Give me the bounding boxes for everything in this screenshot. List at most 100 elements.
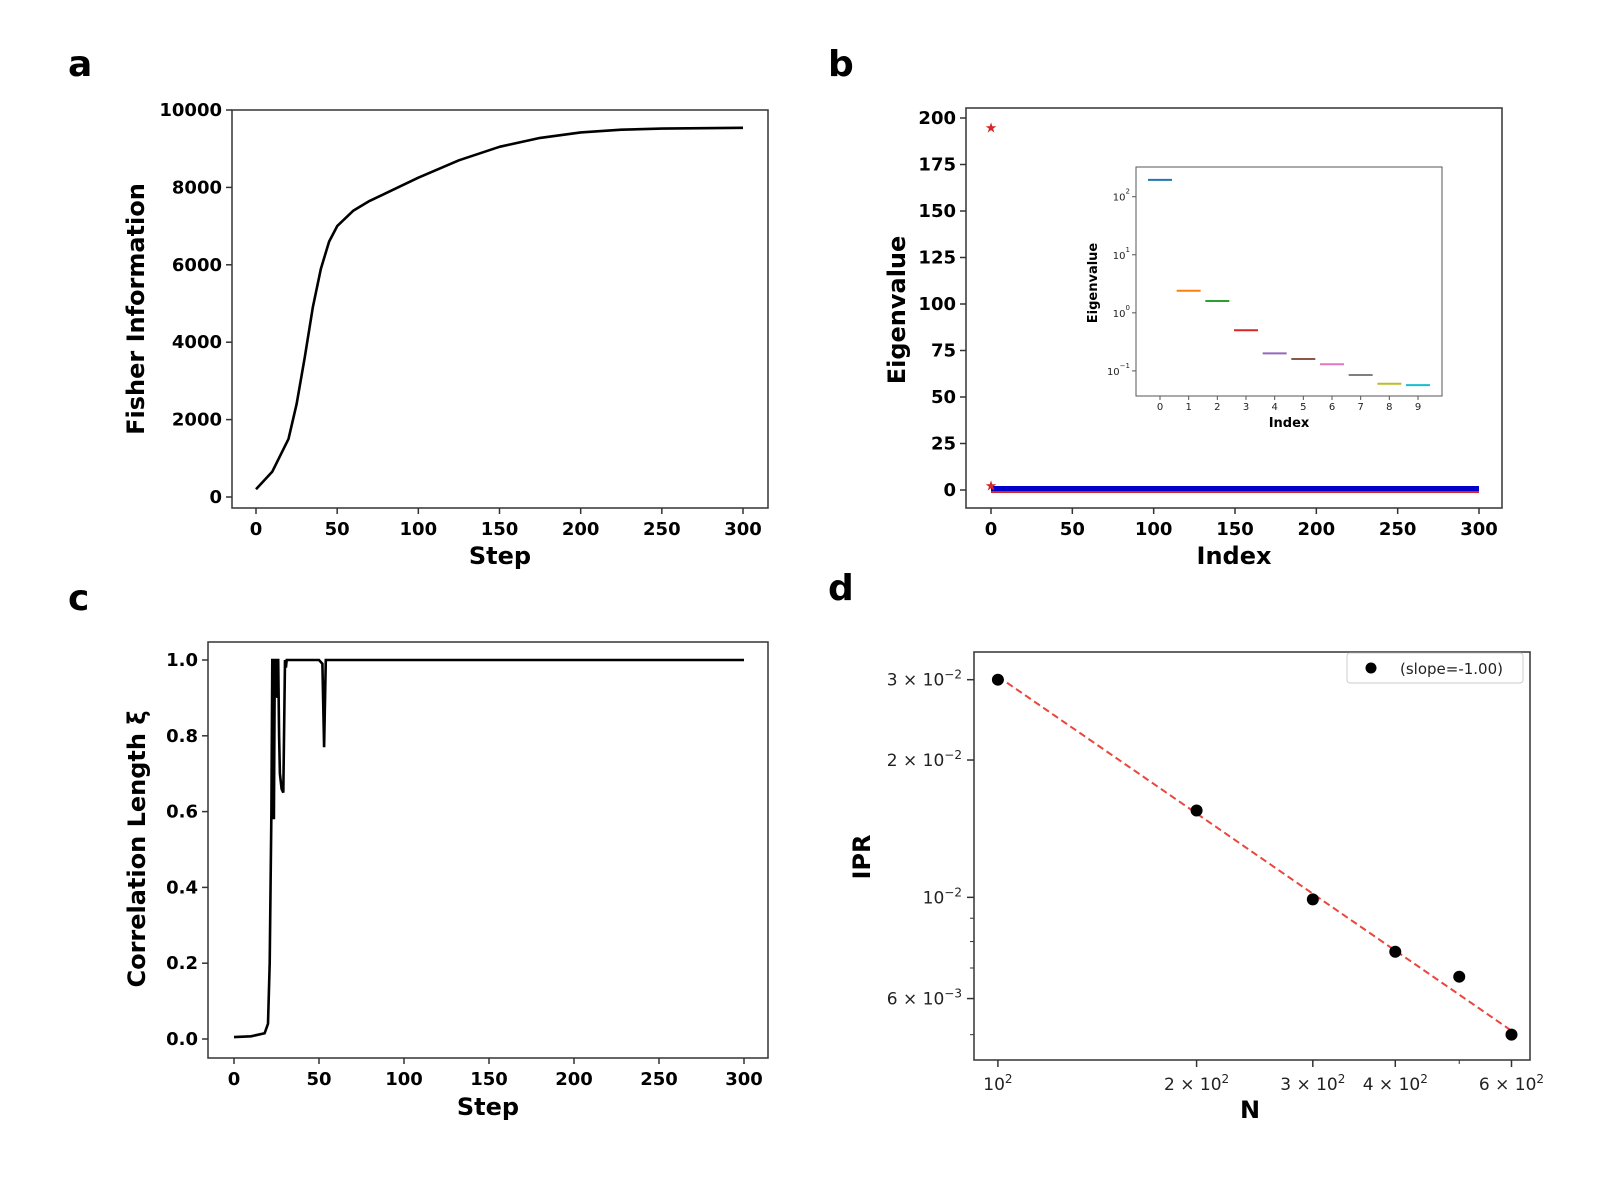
y-axis-label: IPR bbox=[848, 835, 876, 880]
inset-x-tick-label: 5 bbox=[1300, 402, 1306, 413]
correlation-length-line bbox=[233, 658, 744, 1039]
panel-c-correlation-length: 0 50 100 150 200 250 300 0.0 0.2 0.4 0.6 0.8 1.0 Step… bbox=[123, 641, 769, 1121]
panel-letter-c: c bbox=[68, 578, 89, 619]
y-tick-label: 75 bbox=[931, 341, 956, 362]
y-tick-label: 3 × 10−2 bbox=[887, 668, 962, 691]
inset-y-axis-label: Eigenvalue bbox=[1086, 243, 1101, 324]
panel-letter-a: a bbox=[68, 44, 92, 85]
legend: (slope=-1.00) bbox=[1346, 652, 1524, 684]
y-tick-label: 50 bbox=[931, 387, 956, 408]
x-tick-label: 2 × 102 bbox=[1164, 1072, 1229, 1095]
y-tick-label: 175 bbox=[918, 155, 956, 176]
inset-x-tick-label: 9 bbox=[1415, 402, 1421, 413]
x-tick-label: 100 bbox=[1135, 519, 1173, 540]
y-tick-label: 6 × 10−3 bbox=[887, 987, 962, 1010]
panel-b-eigenvalue: 0 50 100 150 200 250 3000255075100125150175200… bbox=[883, 107, 1503, 570]
y-tick-label: 0.8 bbox=[166, 726, 198, 747]
y-tick-label: 125 bbox=[918, 248, 956, 269]
x-tick-label: 300 bbox=[1460, 519, 1498, 540]
x-axis-label: Step bbox=[457, 1093, 519, 1121]
legend-marker bbox=[1365, 662, 1377, 674]
fisher-information-line bbox=[255, 126, 744, 491]
eigenvalue-star-point: ★ bbox=[985, 120, 998, 136]
inset-x-tick-label: 0 bbox=[1157, 402, 1163, 413]
x-tick-label: 100 bbox=[400, 519, 438, 540]
x-axis-label: Index bbox=[1197, 542, 1272, 570]
x-tick-label: 4 × 102 bbox=[1363, 1072, 1428, 1095]
plot-frame bbox=[965, 107, 1503, 509]
legend-box bbox=[1346, 652, 1524, 684]
legend-label: (slope=-1.00) bbox=[1400, 660, 1503, 678]
y-tick-label: 150 bbox=[918, 201, 956, 222]
inset-y-tick-label: 101 bbox=[1113, 246, 1130, 262]
ipr-data-point bbox=[991, 673, 1004, 686]
x-tick-label: 250 bbox=[643, 519, 681, 540]
inset-x-tick-label: 8 bbox=[1386, 402, 1392, 413]
x-tick-label: 200 bbox=[1298, 519, 1336, 540]
inset-x-tick-label: 1 bbox=[1185, 402, 1191, 413]
x-tick-label: 0 bbox=[250, 519, 263, 540]
x-tick-label: 200 bbox=[555, 1069, 593, 1090]
y-tick-label: 0.0 bbox=[166, 1029, 198, 1050]
near-zero-eigenvalue-band-red bbox=[991, 491, 1479, 493]
inset-x-tick-label: 6 bbox=[1329, 402, 1335, 413]
y-tick-label: 10−2 bbox=[923, 885, 962, 908]
x-tick-label: 0 bbox=[985, 519, 998, 540]
fit-line bbox=[997, 675, 1513, 1032]
x-tick-label: 50 bbox=[325, 519, 350, 540]
x-tick-label: 3 × 102 bbox=[1280, 1072, 1345, 1095]
x-tick-label: 250 bbox=[640, 1069, 678, 1090]
x-tick-label: 300 bbox=[724, 519, 762, 540]
near-zero-eigenvalue-band bbox=[991, 486, 1479, 492]
y-tick-label: 200 bbox=[918, 108, 956, 129]
eigenvalue-star-point: ★ bbox=[985, 478, 998, 494]
y-tick-label: 8000 bbox=[172, 177, 222, 198]
y-tick-label: 4000 bbox=[172, 332, 222, 353]
y-tick-label: 2000 bbox=[172, 410, 222, 431]
plot-frame bbox=[207, 641, 769, 1059]
panel-letter-d: d bbox=[828, 568, 854, 609]
inset-x-tick-label: 2 bbox=[1214, 402, 1220, 413]
x-axis-label: Step bbox=[469, 542, 531, 570]
y-tick-label: 0.2 bbox=[166, 953, 198, 974]
x-tick-label: 50 bbox=[1060, 519, 1085, 540]
x-tick-label: 50 bbox=[306, 1069, 331, 1090]
inset-x-tick-label: 4 bbox=[1271, 402, 1277, 413]
inset-y-tick-label: 100 bbox=[1113, 304, 1130, 320]
y-axis-label: Fisher Information bbox=[122, 183, 150, 435]
x-tick-label: 150 bbox=[1216, 519, 1254, 540]
y-tick-label: 0.4 bbox=[166, 877, 198, 898]
inset-x-tick-label: 7 bbox=[1357, 402, 1363, 413]
y-tick-label: 0 bbox=[209, 487, 222, 508]
inset-y-tick-label: 102 bbox=[1113, 188, 1130, 204]
panel-letter-b: b bbox=[828, 44, 854, 85]
x-axis-label: N bbox=[1240, 1096, 1260, 1124]
panel-a-fisher-information: 0 50 100 150 200 250 300 0 2000 4000 6000 8000 10000… bbox=[122, 100, 769, 570]
inset-frame bbox=[1135, 166, 1443, 397]
x-tick-label: 0 bbox=[228, 1069, 241, 1090]
x-tick-label: 150 bbox=[470, 1069, 508, 1090]
x-tick-label: 100 bbox=[385, 1069, 423, 1090]
ipr-data-point bbox=[1389, 945, 1402, 958]
x-tick-label: 102 bbox=[983, 1072, 1012, 1095]
ipr-data-point bbox=[1190, 804, 1203, 817]
y-tick-label: 0.6 bbox=[166, 802, 198, 823]
panel-d-ipr: 102 2 × 102 3 × 102 4 × 102 6 × 102 6 × 10−3 1… bbox=[848, 651, 1544, 1124]
x-tick-label: 250 bbox=[1379, 519, 1417, 540]
y-tick-label: 1.0 bbox=[166, 650, 198, 671]
ipr-data-point bbox=[1505, 1028, 1518, 1041]
inset-y-tick-label: 10−1 bbox=[1107, 362, 1130, 378]
ipr-data-point bbox=[1306, 893, 1319, 906]
y-tick-label: 6000 bbox=[172, 255, 222, 276]
y-tick-label: 100 bbox=[918, 294, 956, 315]
ipr-data-point bbox=[1453, 970, 1466, 983]
inset-plot: 0 1 2 3 4 5 6 7 8 9 10−1 100 101 102 Index Eigenvalue bbox=[1086, 166, 1443, 431]
y-axis-label: Eigenvalue bbox=[883, 236, 911, 385]
y-tick-label: 2 × 10−2 bbox=[887, 748, 962, 771]
plot-frame bbox=[973, 651, 1531, 1061]
inset-x-tick-label: 3 bbox=[1243, 402, 1249, 413]
x-tick-label: 150 bbox=[481, 519, 519, 540]
y-axis-label: Correlation Length ξ bbox=[123, 710, 151, 987]
x-tick-label: 6 × 102 bbox=[1479, 1072, 1544, 1095]
